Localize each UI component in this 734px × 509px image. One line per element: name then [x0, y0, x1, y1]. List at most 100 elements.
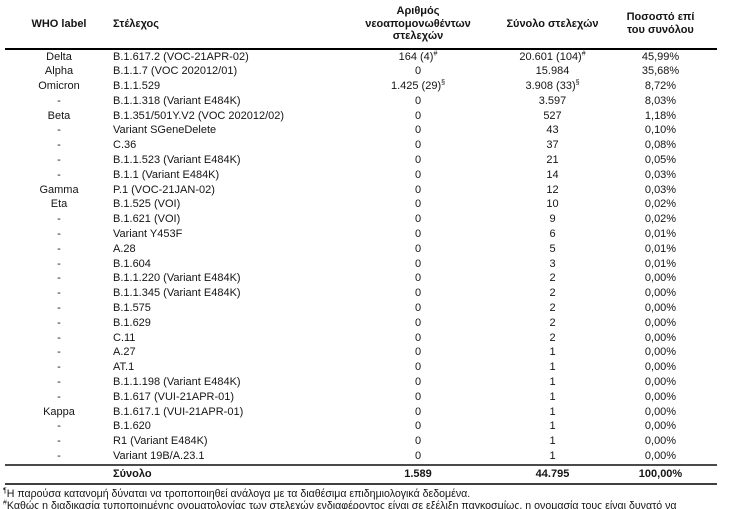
table-row: Gamma P.1 (VOC-21JAN-02) 0 12 0,03% [5, 183, 717, 198]
percent-cell: 1,18% [644, 109, 677, 122]
total-row-total-strains: 44.795 [501, 463, 604, 485]
who-label-cell: Gamma [39, 183, 79, 196]
total-strains-cell: 20.601 (104)# [519, 49, 586, 63]
strain-cell: R1 (Variant E484K) [113, 435, 208, 448]
who-label-cell: - [57, 168, 61, 181]
strain-cell: B.1.351/501Y.V2 (VOC 202012/02) [113, 109, 285, 122]
table-row: - B.1.1.198 (Variant E484K) 0 1 0,00% [5, 375, 717, 390]
new-isolates-cell: 164 (4)# [398, 49, 438, 63]
total-strains-cell: 2 [549, 287, 556, 300]
total-strains-cell: 1 [549, 390, 556, 403]
footnote-distribution-note-text: Η παρούσα κατανομή δύναται να τροποποιηθ… [6, 487, 471, 500]
who-label-cell: - [57, 242, 61, 255]
total-strains-cell: 2 [549, 331, 556, 344]
footnote-marker-hash: # [3, 499, 7, 507]
percent-cell: 0,00% [644, 420, 677, 433]
total-strains-cell: 5 [549, 242, 556, 255]
table-body: Delta B.1.617.2 (VOC-21APR-02) 164 (4)# 20.… [5, 49, 717, 465]
strain-cell: B.1.1.220 (Variant E484K) [113, 272, 241, 285]
who-label-cell: Alpha [44, 65, 74, 78]
who-label-cell: - [57, 450, 61, 463]
new-isolates-cell: 0 [414, 65, 422, 78]
col-header-percent-of-total-text: Ποσοστό επί του συνόλου [626, 11, 695, 36]
total-row-new-isolates: 1.589 [335, 463, 501, 485]
new-isolates-cell: 0 [414, 331, 422, 344]
new-isolates-cell: 0 [414, 154, 422, 167]
new-isolates-cell: 0 [414, 94, 422, 107]
table-row: - B.1.1.523 (Variant E484K) 0 21 0,05% [5, 153, 717, 168]
strain-cell: B.1.1.198 (Variant E484K) [113, 376, 241, 389]
col-header-strain: Στέλεχος [113, 2, 335, 50]
new-isolates-cell: 0 [414, 302, 422, 315]
strain-cell: C.11 [113, 331, 136, 344]
new-isolates-cell: 0 [414, 198, 422, 211]
col-header-total-strains-text: Σύνολο στελεχών [506, 17, 599, 30]
col-header-percent-of-total: Ποσοστό επί του συνόλου [604, 2, 717, 50]
strain-cell: B.1.621 (VOI) [113, 213, 181, 226]
col-header-new-isolates: Αριθμός νεοαπομονωθέντων στελεχών [335, 2, 501, 50]
footnotes: ¶Η παρούσα κατανομή δύναται να τροποποιη… [3, 487, 734, 509]
who-label-cell: Kappa [43, 405, 75, 418]
table-row: - B.1.617 (VUI-21APR-01) 0 1 0,00% [5, 390, 717, 405]
percent-cell: 0,05% [644, 154, 677, 167]
total-strains-cell: 14 [546, 168, 559, 181]
new-isolates-cell: 0 [414, 346, 422, 359]
who-label-cell: - [57, 346, 61, 359]
table-row: - Variant 19B/A.23.1 0 1 0,00% [5, 449, 717, 465]
strain-cell: B.1.617.2 (VOC-21APR-02) [113, 50, 249, 63]
table-row: - B.1.575 0 2 0,00% [5, 301, 717, 316]
who-label-cell: - [57, 435, 61, 448]
strain-cell: A.28 [113, 242, 136, 255]
table-row: - Variant Y453F 0 6 0,01% [5, 227, 717, 242]
total-strains-cell: 43 [546, 124, 559, 137]
total-strains-cell: 1 [549, 420, 556, 433]
percent-cell: 35,68% [641, 65, 680, 78]
strain-cell: B.1.525 (VOI) [113, 198, 181, 211]
table-row: Beta B.1.351/501Y.V2 (VOC 202012/02) 0 527 1… [5, 109, 717, 124]
col-header-total-strains: Σύνολο στελεχών [501, 2, 604, 50]
new-isolates-cell: 0 [414, 405, 422, 418]
total-row-empty-cell [5, 463, 113, 485]
who-label-cell: - [57, 257, 61, 270]
who-label-cell: - [57, 390, 61, 403]
col-header-who-label: WHO label [5, 2, 113, 50]
who-label-cell: - [57, 376, 61, 389]
who-label-cell: Omicron [38, 80, 80, 93]
percent-cell: 0,00% [644, 361, 677, 374]
table-row: Eta B.1.525 (VOI) 0 10 0,02% [5, 197, 717, 212]
who-label-cell: - [57, 420, 61, 433]
new-isolates-cell: 0 [414, 139, 422, 152]
new-isolates-cell: 0 [414, 183, 422, 196]
percent-cell: 8,03% [644, 94, 677, 107]
col-header-who-label-text: WHO label [31, 17, 87, 30]
strain-cell: B.1.620 [113, 420, 151, 433]
table-row: - A.28 0 5 0,01% [5, 242, 717, 257]
total-strains-cell: 37 [546, 139, 559, 152]
total-strains-cell: 1 [549, 346, 556, 359]
total-strains-cell: 15.984 [535, 65, 570, 78]
table-row: - C.11 0 2 0,00% [5, 331, 717, 346]
strain-cell: B.1.629 [113, 316, 151, 329]
strain-cell: P.1 (VOC-21JAN-02) [113, 183, 215, 196]
total-row: Σύνολο 1.589 44.795 100,00% [5, 463, 717, 485]
total-strains-cell: 10 [546, 198, 559, 211]
strain-cell: Variant 19B/A.23.1 [113, 450, 205, 463]
new-isolates-cell: 0 [414, 213, 422, 226]
new-isolates-cell: 0 [414, 109, 422, 122]
footnote-nomenclature-note-text: Καθώς η διαδικασία τυποποιημένης ονοματο… [6, 500, 677, 509]
table-header: WHO label Στέλεχος Αριθμός νεοαπομονωθέν… [5, 2, 717, 50]
total-strains-cell: 1 [549, 361, 556, 374]
table-row: - B.1.604 0 3 0,01% [5, 257, 717, 272]
strain-cell: Variant SGeneDelete [113, 124, 217, 137]
strain-cell: B.1.1 (Variant E484K) [113, 168, 220, 181]
footnote-marker-pilcrow: ¶ [3, 487, 7, 495]
new-isolates-cell: 0 [414, 390, 422, 403]
percent-cell: 0,02% [644, 198, 677, 211]
percent-cell: 0,00% [644, 272, 677, 285]
strain-cell: B.1.1.318 (Variant E484K) [113, 94, 241, 107]
col-header-strain-text: Στέλεχος [113, 17, 159, 30]
total-strains-cell: 1 [549, 450, 556, 463]
who-label-cell: Delta [46, 50, 72, 63]
new-isolates-cell: 0 [414, 228, 422, 241]
